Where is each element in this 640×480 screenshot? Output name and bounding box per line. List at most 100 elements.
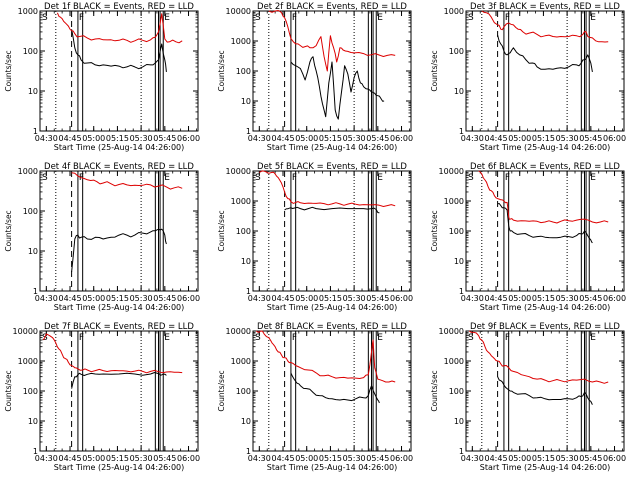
- panel-title: Det 6f BLACK = Events, RED = LLD: [470, 162, 620, 172]
- lld-series-line: [42, 333, 183, 374]
- interval-mark-s: S: [42, 13, 48, 23]
- x-tick-label: 04:45: [271, 454, 294, 463]
- x-axis-label: Start Time (25-Aug-14 04:26:00): [267, 303, 398, 312]
- lld-series-line: [268, 10, 396, 72]
- events-series-line: [497, 376, 593, 405]
- x-tick-label: 05:15: [319, 294, 342, 303]
- panel-det-8: Det 8f BLACK = Events, RED = LLD 1 10 100 10…: [217, 322, 413, 472]
- x-tick-label: 05:30: [130, 294, 153, 303]
- y-tick-label: 100: [236, 227, 251, 236]
- lld-series-line: [468, 330, 609, 384]
- y-tick-label: 1: [246, 447, 251, 456]
- y-tick-label: 100: [449, 387, 464, 396]
- y-tick-label: 100: [449, 47, 464, 56]
- interval-mark-f: F: [292, 13, 297, 23]
- y-tick-label: 10: [28, 247, 38, 256]
- y-tick-label: 1000: [444, 197, 464, 206]
- plot-frame: [39, 10, 199, 132]
- y-axis-label: Counts/sec: [217, 210, 226, 251]
- x-tick-label: 05:45: [579, 454, 602, 463]
- panel-det-7: Det 7f BLACK = Events, RED = LLD 1 10 100 10…: [4, 322, 200, 472]
- x-tick-label: 05:15: [532, 294, 555, 303]
- y-axis-label: Counts/sec: [430, 50, 439, 91]
- interval-mark-e: E: [590, 13, 596, 23]
- x-tick-label: 06:00: [603, 454, 626, 463]
- x-tick-label: 05:45: [366, 454, 389, 463]
- x-tick-label: 04:45: [58, 134, 81, 143]
- x-tick-label: 05:15: [319, 134, 342, 143]
- interval-mark-e: E: [164, 13, 170, 23]
- events-series-line: [497, 34, 593, 72]
- x-tick-label: 05:45: [153, 134, 176, 143]
- y-tick-label: 1000: [444, 357, 464, 366]
- interval-mark-s: S: [468, 173, 474, 183]
- x-axis-label: Start Time (25-Aug-14 04:26:00): [267, 143, 398, 152]
- y-tick-label: 1: [33, 127, 38, 136]
- x-tick-label: 05:45: [366, 134, 389, 143]
- x-tick-label: 06:00: [390, 134, 413, 143]
- x-tick-label: 06:00: [177, 454, 200, 463]
- y-axis-label: Counts/sec: [217, 50, 226, 91]
- plot-frame: [465, 330, 625, 452]
- plot-frame: [39, 330, 199, 452]
- y-axis-label: Counts/sec: [430, 370, 439, 411]
- x-tick-label: 05:00: [508, 134, 531, 143]
- y-tick-label: 10: [241, 257, 251, 266]
- x-tick-label: 06:00: [390, 454, 413, 463]
- x-axis-label: Start Time (25-Aug-14 04:26:00): [54, 143, 185, 152]
- interval-mark-f: F: [292, 173, 297, 183]
- panel-title: Det 9f BLACK = Events, RED = LLD: [470, 322, 620, 332]
- interval-mark-s: S: [255, 173, 261, 183]
- events-series-line: [290, 372, 380, 404]
- y-tick-label: 1: [246, 287, 251, 296]
- x-axis-label: Start Time (25-Aug-14 04:26:00): [480, 143, 611, 152]
- x-tick-label: 06:00: [177, 294, 200, 303]
- y-tick-label: 10000: [439, 327, 464, 336]
- y-tick-label: 10: [28, 417, 38, 426]
- plot-frame: [252, 10, 412, 132]
- events-series-line: [284, 206, 380, 214]
- y-tick-label: 1: [33, 287, 38, 296]
- panel-title: Det 5f BLACK = Events, RED = LLD: [257, 162, 407, 172]
- y-axis-label: Counts/sec: [4, 50, 13, 91]
- interval-mark-e: E: [377, 13, 383, 23]
- x-tick-label: 05:00: [295, 294, 318, 303]
- panel-title: Det 4f BLACK = Events, RED = LLD: [44, 162, 194, 172]
- x-tick-label: 05:30: [130, 454, 153, 463]
- panel-det-9: Det 9f BLACK = Events, RED = LLD 1 10 100 10…: [430, 322, 626, 472]
- y-tick-label: 10000: [226, 327, 251, 336]
- panel-det-6: Det 6f BLACK = Events, RED = LLD 1 10 100 10…: [430, 162, 626, 312]
- y-tick-label: 10: [454, 417, 464, 426]
- x-tick-label: 05:15: [532, 454, 555, 463]
- x-tick-label: 04:45: [58, 294, 81, 303]
- events-series-line: [71, 29, 167, 72]
- y-tick-label: 1: [246, 127, 251, 136]
- y-tick-label: 1000: [18, 357, 38, 366]
- interval-mark-s: S: [42, 173, 48, 183]
- events-series-line: [71, 372, 167, 389]
- x-tick-label: 04:30: [35, 294, 58, 303]
- y-tick-label: 1000: [444, 7, 464, 16]
- y-tick-label: 10000: [439, 167, 464, 176]
- x-tick-label: 04:45: [58, 454, 81, 463]
- interval-mark-e: E: [164, 333, 170, 343]
- x-tick-label: 06:00: [603, 134, 626, 143]
- x-tick-label: 04:30: [248, 134, 271, 143]
- y-tick-label: 10000: [13, 327, 38, 336]
- plot-frame: [465, 10, 625, 132]
- interval-mark-e: E: [377, 333, 383, 343]
- y-tick-label: 1000: [231, 357, 251, 366]
- x-tick-label: 04:45: [484, 454, 507, 463]
- y-tick-label: 100: [236, 67, 251, 76]
- panel-det-3: Det 3f BLACK = Events, RED = LLD 1 10 100 10…: [430, 2, 626, 152]
- x-tick-label: 05:30: [556, 134, 579, 143]
- interval-mark-e: E: [164, 173, 170, 183]
- panel-title: Det 7f BLACK = Events, RED = LLD: [44, 322, 194, 332]
- interval-mark-f: F: [505, 173, 510, 183]
- panel-det-5: Det 5f BLACK = Events, RED = LLD 1 10 100 10…: [217, 162, 413, 312]
- y-tick-label: 1: [459, 447, 464, 456]
- lld-series-line: [259, 170, 396, 207]
- y-tick-label: 1000: [18, 7, 38, 16]
- panel-det-2: Det 2f BLACK = Events, RED = LLD 1 10 100 10…: [217, 2, 413, 152]
- y-tick-label: 100: [449, 227, 464, 236]
